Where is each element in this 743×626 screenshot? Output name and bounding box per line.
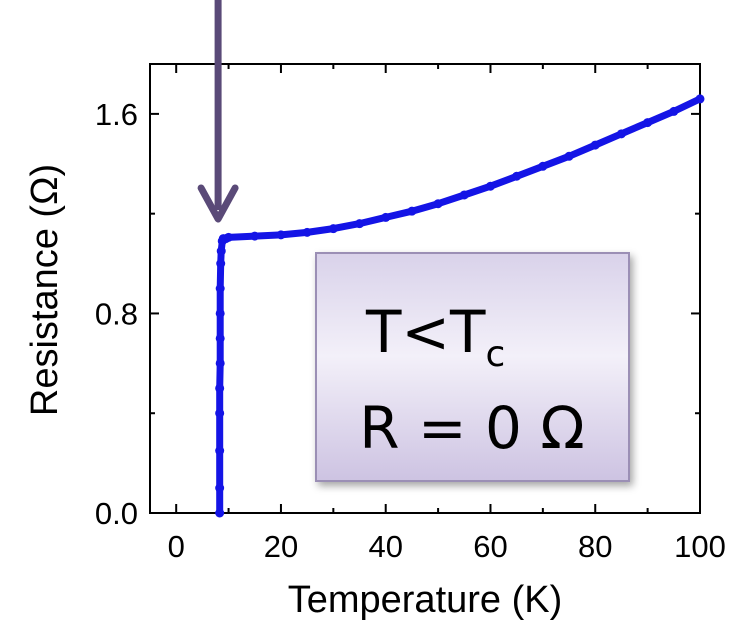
data-point: [538, 161, 548, 171]
arrow-head: [197, 184, 239, 223]
annotation-condition-main: T<T: [365, 298, 486, 366]
data-point: [215, 508, 225, 518]
data-point: [616, 129, 626, 139]
resistance-data-series: [215, 94, 705, 518]
y-tick-label: 0.8: [95, 296, 138, 331]
data-point: [381, 212, 391, 222]
transition-arrow: [197, 0, 239, 223]
x-axis-title: Temperature (K): [288, 579, 563, 621]
data-point: [695, 94, 705, 104]
data-point: [215, 383, 225, 393]
data-point: [215, 333, 225, 343]
y-axis-title: Resistance (Ω): [24, 164, 66, 416]
y-tick-label: 1.6: [95, 97, 138, 132]
data-point: [216, 259, 226, 269]
y-tick-label: 0.0: [95, 496, 138, 531]
data-point: [215, 284, 225, 293]
data-point: [215, 408, 225, 418]
x-tick-label: 60: [473, 529, 507, 564]
data-point: [328, 224, 338, 234]
annotation-condition-subscript: c: [485, 334, 505, 375]
annotation-zero-resistance: R = 0 Ω: [359, 394, 584, 462]
annotation-box-background: [315, 252, 630, 482]
annotation-condition: T<Tc: [365, 298, 505, 375]
data-point: [216, 246, 226, 256]
x-tick-label: 20: [264, 529, 298, 564]
data-point: [355, 219, 365, 229]
x-tick-label: 40: [368, 529, 402, 564]
data-point: [215, 446, 225, 456]
data-point: [302, 227, 312, 237]
data-point: [215, 483, 225, 493]
data-point: [590, 140, 600, 150]
data-point: [250, 231, 260, 241]
x-tick-label: 100: [674, 529, 726, 564]
data-point: [224, 232, 234, 242]
data-point: [276, 230, 286, 240]
x-tick-label: 80: [578, 529, 612, 564]
data-point: [433, 199, 443, 209]
x-tick-label: 0: [168, 529, 185, 564]
plot-frame: [149, 63, 701, 514]
superconducting-annotation-box: T<Tc R = 0 Ω: [315, 252, 630, 482]
axes: 0 20 40 60 80 100 0.0 0.8 1.6: [95, 64, 726, 564]
data-point: [512, 171, 522, 181]
data-point: [485, 181, 495, 191]
data-point: [643, 118, 653, 128]
data-point: [669, 106, 679, 116]
data-point: [407, 206, 417, 216]
data-point: [564, 151, 574, 161]
data-point: [215, 308, 225, 318]
data-point: [459, 190, 469, 200]
data-point: [215, 358, 225, 368]
